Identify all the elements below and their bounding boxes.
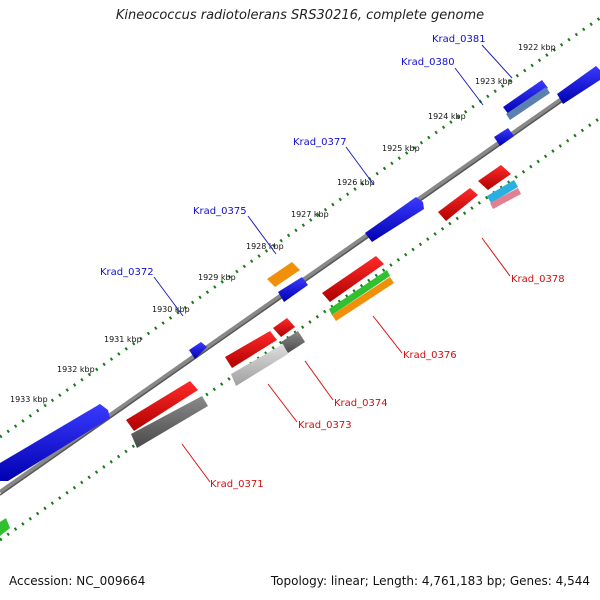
- gene-krad-0373-light[interactable]: [231, 344, 288, 386]
- connector-krad-0373: [267, 383, 298, 423]
- gene-krad-0378-b[interactable]: [478, 165, 511, 190]
- gene-krad-0380[interactable]: [557, 66, 600, 104]
- connector-krad-0377: [345, 146, 375, 186]
- gene-label-krad-0371[interactable]: Krad_0371: [210, 479, 264, 490]
- gene-krad-0375[interactable]: [278, 277, 308, 302]
- kbp-label: 1931 kbp: [104, 335, 142, 344]
- connector-krad-0374: [304, 360, 334, 401]
- connector-krad-0376: [372, 315, 403, 354]
- gene-krad-0374-b[interactable]: [225, 331, 277, 368]
- gene-krad-0370[interactable]: [0, 404, 110, 481]
- connector-krad-0378: [481, 237, 511, 277]
- kbp-label: 1928 kbp: [246, 242, 284, 251]
- lower-scale-track: [0, 116, 600, 542]
- gene-krad-0372[interactable]: [189, 342, 207, 359]
- kbp-label: 1924 kbp: [428, 112, 466, 121]
- kbp-label: 1923 kbp: [475, 77, 513, 86]
- map-title: Kineococcus radiotolerans SRS30216, comp…: [115, 8, 485, 23]
- gene-krad-0371-gray[interactable]: [131, 396, 208, 448]
- gene-krad-0378-a[interactable]: [438, 188, 478, 221]
- gene-krad-0371-red[interactable]: [126, 381, 198, 431]
- accession-text: Accession: NC_009664: [9, 574, 146, 588]
- gene-green-edge[interactable]: [0, 518, 10, 536]
- gene-label-krad-0378[interactable]: Krad_0378: [511, 274, 565, 285]
- kbp-label: 1932 kbp: [57, 365, 95, 374]
- gene-krad-0378-cyan[interactable]: [487, 180, 518, 203]
- gene-label-krad-0376[interactable]: Krad_0376: [403, 350, 457, 361]
- gene-label-krad-0372[interactable]: Krad_0372: [100, 267, 154, 278]
- connector-krad-0371: [181, 443, 211, 483]
- gene-krad-0375-pseudo[interactable]: [267, 262, 300, 287]
- connector-krad-0380: [454, 67, 484, 106]
- gene-krad-0381-overlay[interactable]: [506, 87, 550, 120]
- gene-krad-0376[interactable]: [322, 256, 384, 302]
- gene-unlabeled-blue[interactable]: [494, 128, 514, 146]
- gene-krad-0378-pink[interactable]: [490, 188, 521, 209]
- kbp-label: 1927 kbp: [291, 210, 329, 219]
- gene-label-krad-0373[interactable]: Krad_0373: [298, 420, 352, 431]
- gene-label-krad-0380[interactable]: Krad_0380: [401, 57, 455, 68]
- gene-label-krad-0381[interactable]: Krad_0381: [432, 34, 486, 45]
- connector-krad-0372: [153, 276, 184, 317]
- gene-krad-0381[interactable]: [503, 80, 548, 115]
- kbp-label: 1930 kbp: [152, 305, 190, 314]
- gene-label-krad-0377[interactable]: Krad_0377: [293, 137, 347, 148]
- genome-stats-text: Topology: linear; Length: 4,761,183 bp; …: [270, 574, 590, 588]
- gene-krad-0374-a[interactable]: [273, 318, 295, 337]
- kbp-label: 1929 kbp: [198, 273, 236, 282]
- gene-label-krad-0374[interactable]: Krad_0374: [334, 398, 388, 409]
- kbp-label: 1926 kbp: [337, 178, 375, 187]
- gene-label-krad-0375[interactable]: Krad_0375: [193, 206, 247, 217]
- kbp-label: 1933 kbp: [10, 395, 48, 404]
- gene-krad-0374-gray[interactable]: [281, 331, 305, 353]
- gene-krad-0377[interactable]: [365, 197, 424, 242]
- kbp-label: 1922 kbp: [518, 43, 556, 52]
- kbp-label: 1925 kbp: [382, 144, 420, 153]
- connector-krad-0375: [247, 215, 277, 255]
- connector-krad-0381: [481, 44, 513, 79]
- gene-krad-0376-orange[interactable]: [332, 277, 394, 321]
- gene-krad-0376-green[interactable]: [329, 270, 390, 315]
